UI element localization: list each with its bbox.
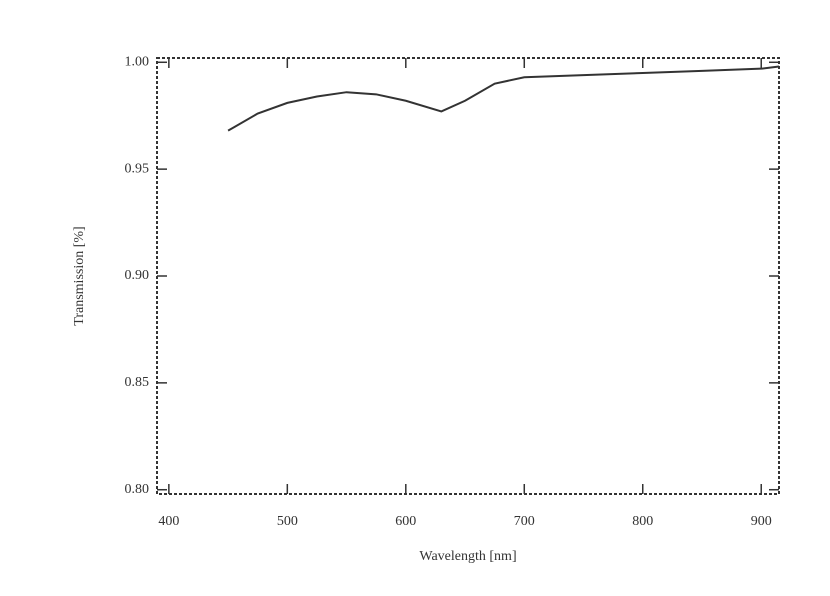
x-axis-label: Wavelength [nm] [419, 549, 516, 564]
y-tick-label: 1.00 [125, 54, 150, 69]
y-tick-label: 0.80 [125, 482, 150, 497]
x-tick-label: 600 [395, 514, 416, 529]
x-tick-label: 900 [751, 514, 772, 529]
data-line [227, 65, 780, 132]
plot-frame [156, 57, 780, 495]
y-tick-label: 0.95 [125, 161, 150, 176]
y-tick-label: 0.90 [125, 268, 150, 283]
x-tick-label: 500 [277, 514, 298, 529]
y-tick-label: 0.85 [125, 375, 150, 390]
x-tick-label: 800 [632, 514, 653, 529]
x-tick-label: 400 [158, 514, 179, 529]
x-tick-label: 700 [514, 514, 535, 529]
y-axis-label: Transmission [%] [72, 226, 87, 325]
